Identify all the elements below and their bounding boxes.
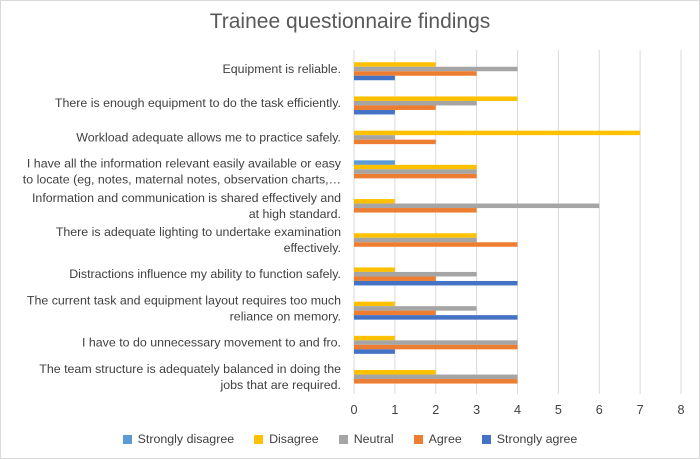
bar-neutral (354, 271, 477, 277)
legend-label: Strongly disagree (137, 432, 235, 446)
bar-neutral (354, 237, 477, 243)
bar-disagree (354, 301, 395, 307)
legend-swatch (254, 434, 264, 444)
bar-agree (354, 173, 477, 179)
bars (354, 62, 641, 384)
legend-item: Neutral (338, 432, 394, 446)
legend-item: Disagree (254, 432, 319, 446)
bar-neutral (354, 169, 477, 174)
category-label: I have all the information relevant easi… (27, 157, 342, 171)
legend-label: Disagree (269, 432, 319, 446)
bar-strongly-agree (354, 109, 395, 115)
bar-strongly-agree (354, 315, 518, 320)
bar-disagree (354, 62, 436, 67)
category-label: at high standard. (249, 207, 341, 221)
bar-disagree (354, 130, 641, 136)
bar-agree (354, 379, 518, 384)
bar-neutral (354, 374, 518, 380)
legend-swatch (122, 434, 132, 444)
bar-strongly-agree (354, 280, 518, 286)
x-tick-label: 5 (555, 403, 562, 417)
bar-disagree (354, 335, 395, 341)
x-tick-label: 0 (350, 403, 357, 417)
bar-agree (354, 208, 477, 213)
bar-agree (354, 139, 436, 145)
bar-neutral (354, 340, 518, 345)
bar-agree (354, 242, 518, 247)
x-tick-label: 1 (391, 403, 398, 417)
bar-disagree (354, 267, 395, 272)
bar-agree (354, 276, 436, 281)
legend-label: Agree (428, 432, 462, 446)
legend-swatch (413, 434, 423, 444)
bar-disagree (354, 164, 477, 170)
category-label: I have to do unnecessary movement to and… (82, 336, 341, 350)
legend-item: Agree (413, 432, 462, 446)
bar-neutral (354, 135, 395, 140)
legend-item: Strongly disagree (122, 432, 235, 446)
bar-strongly-agree (354, 349, 395, 354)
legend-label: Neutral (353, 432, 394, 446)
chart-title: Trainee questionnaire findings (209, 10, 491, 33)
bar-agree (354, 105, 436, 110)
category-label: reliance on memory. (230, 309, 341, 323)
x-tick-label: 6 (596, 403, 603, 417)
category-label: The current task and equipment layout re… (27, 293, 341, 307)
bar-agree (354, 71, 477, 76)
category-label: The team structure is adequately balance… (39, 362, 341, 376)
x-tick-label: 2 (432, 403, 439, 417)
category-label: There is enough equipment to do the task… (55, 96, 341, 110)
category-label: effectively. (284, 241, 341, 255)
bar-agree (354, 310, 436, 316)
bar-disagree (354, 370, 436, 375)
x-tick-label: 7 (637, 403, 644, 417)
legend-swatch (338, 434, 348, 444)
legend-item: Strongly agree (481, 432, 578, 446)
x-axis-ticks: 0 1 2 3 4 5 6 7 8 (350, 403, 684, 417)
bar-neutral (354, 203, 600, 209)
category-label: jobs that are required. (219, 378, 341, 392)
bar-agree (354, 344, 518, 350)
bar-disagree (354, 233, 477, 238)
category-label: Equipment is reliable. (223, 62, 341, 76)
bar-strongly-disagree (354, 160, 395, 165)
bar-disagree (354, 199, 395, 204)
x-tick-label: 4 (514, 403, 521, 417)
legend: Strongly disagree Disagree Neutral Agree Str… (0, 432, 700, 446)
category-label: Information and communication is shared … (32, 191, 341, 205)
category-labels: Equipment is reliable. There is enough eq… (23, 62, 342, 392)
bar-neutral (354, 66, 518, 72)
bar-neutral (354, 100, 477, 106)
x-tick-label: 8 (677, 403, 684, 417)
legend-label: Strongly agree (496, 432, 578, 446)
bar-neutral (354, 306, 477, 311)
bar-strongly-agree (354, 75, 395, 81)
legend-swatch (481, 434, 491, 444)
bar-disagree (354, 96, 518, 101)
category-label: Distractions influence my ability to fun… (69, 267, 341, 281)
category-label: There is adequate lighting to undertake … (56, 225, 341, 239)
x-tick-label: 3 (473, 403, 480, 417)
category-label: Workload adequate allows me to practice … (76, 130, 341, 144)
category-label: to locate (eg, notes, maternal notes, ob… (23, 173, 341, 187)
